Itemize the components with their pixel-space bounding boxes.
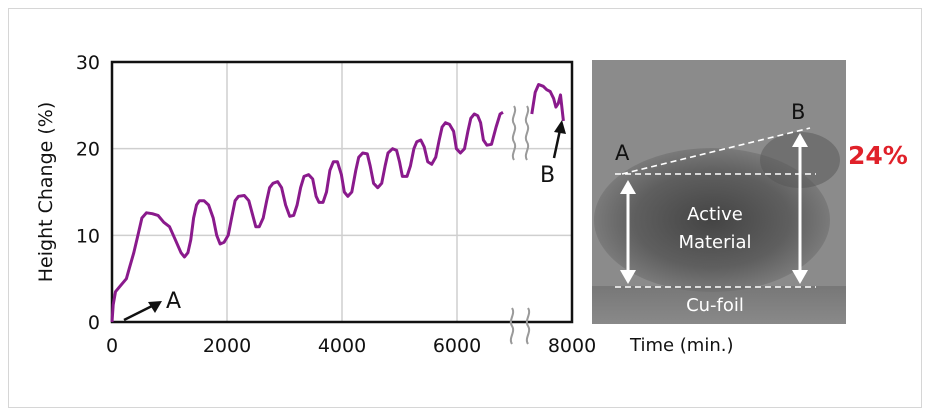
initial-height-arrowhead-bottom	[620, 270, 636, 284]
x-tick-labels: 0 2000 4000 6000 8000	[106, 335, 596, 357]
x-tick-label: 0	[106, 335, 118, 357]
y-tick-labels: 0 10 20 30	[76, 52, 100, 334]
annotation-b-arrowhead	[554, 120, 566, 134]
annotation-b-label: B	[540, 163, 555, 188]
cross-section-panel: A B Active Material Cu-foil	[592, 60, 846, 324]
y-axis-label: Height Change (%)	[35, 102, 57, 283]
x-tick-label: 4000	[318, 335, 366, 357]
height-change-percent: 24%	[848, 141, 908, 170]
series-line-0	[110, 111, 504, 323]
x-axis-label: Time (min.)	[629, 335, 733, 356]
active-label-line2: Material	[678, 232, 751, 253]
active-material-region	[594, 148, 830, 292]
y-tick-label: 20	[76, 139, 100, 161]
series-group	[110, 83, 565, 323]
y-tick-label: 30	[76, 52, 100, 74]
plot-frame	[110, 60, 574, 324]
series-line-1	[530, 83, 565, 122]
annotation-a-label: A	[166, 289, 181, 314]
panel-label-b: B	[791, 100, 805, 124]
expansion-slope-line	[621, 127, 811, 175]
annotation-b-arrow	[552, 129, 562, 159]
axis-break-marks	[509, 105, 531, 345]
y-tick-label: 10	[76, 225, 100, 247]
annotation-a-arrowhead	[148, 301, 162, 313]
final-height-arrowhead-top	[792, 133, 808, 147]
cu-foil-region	[592, 286, 846, 324]
x-tick-label: 6000	[433, 335, 481, 357]
x-tick-label: 8000	[548, 335, 596, 357]
panel-label-a: A	[615, 141, 630, 165]
x-tick-label: 2000	[203, 335, 251, 357]
cu-foil-label: Cu-foil	[686, 295, 744, 316]
active-label-line1: Active	[687, 204, 743, 225]
initial-height-arrowhead-top	[620, 180, 636, 194]
final-height-arrowhead-bottom	[792, 270, 808, 284]
y-tick-label: 0	[88, 312, 100, 334]
grid-lines	[112, 62, 572, 322]
